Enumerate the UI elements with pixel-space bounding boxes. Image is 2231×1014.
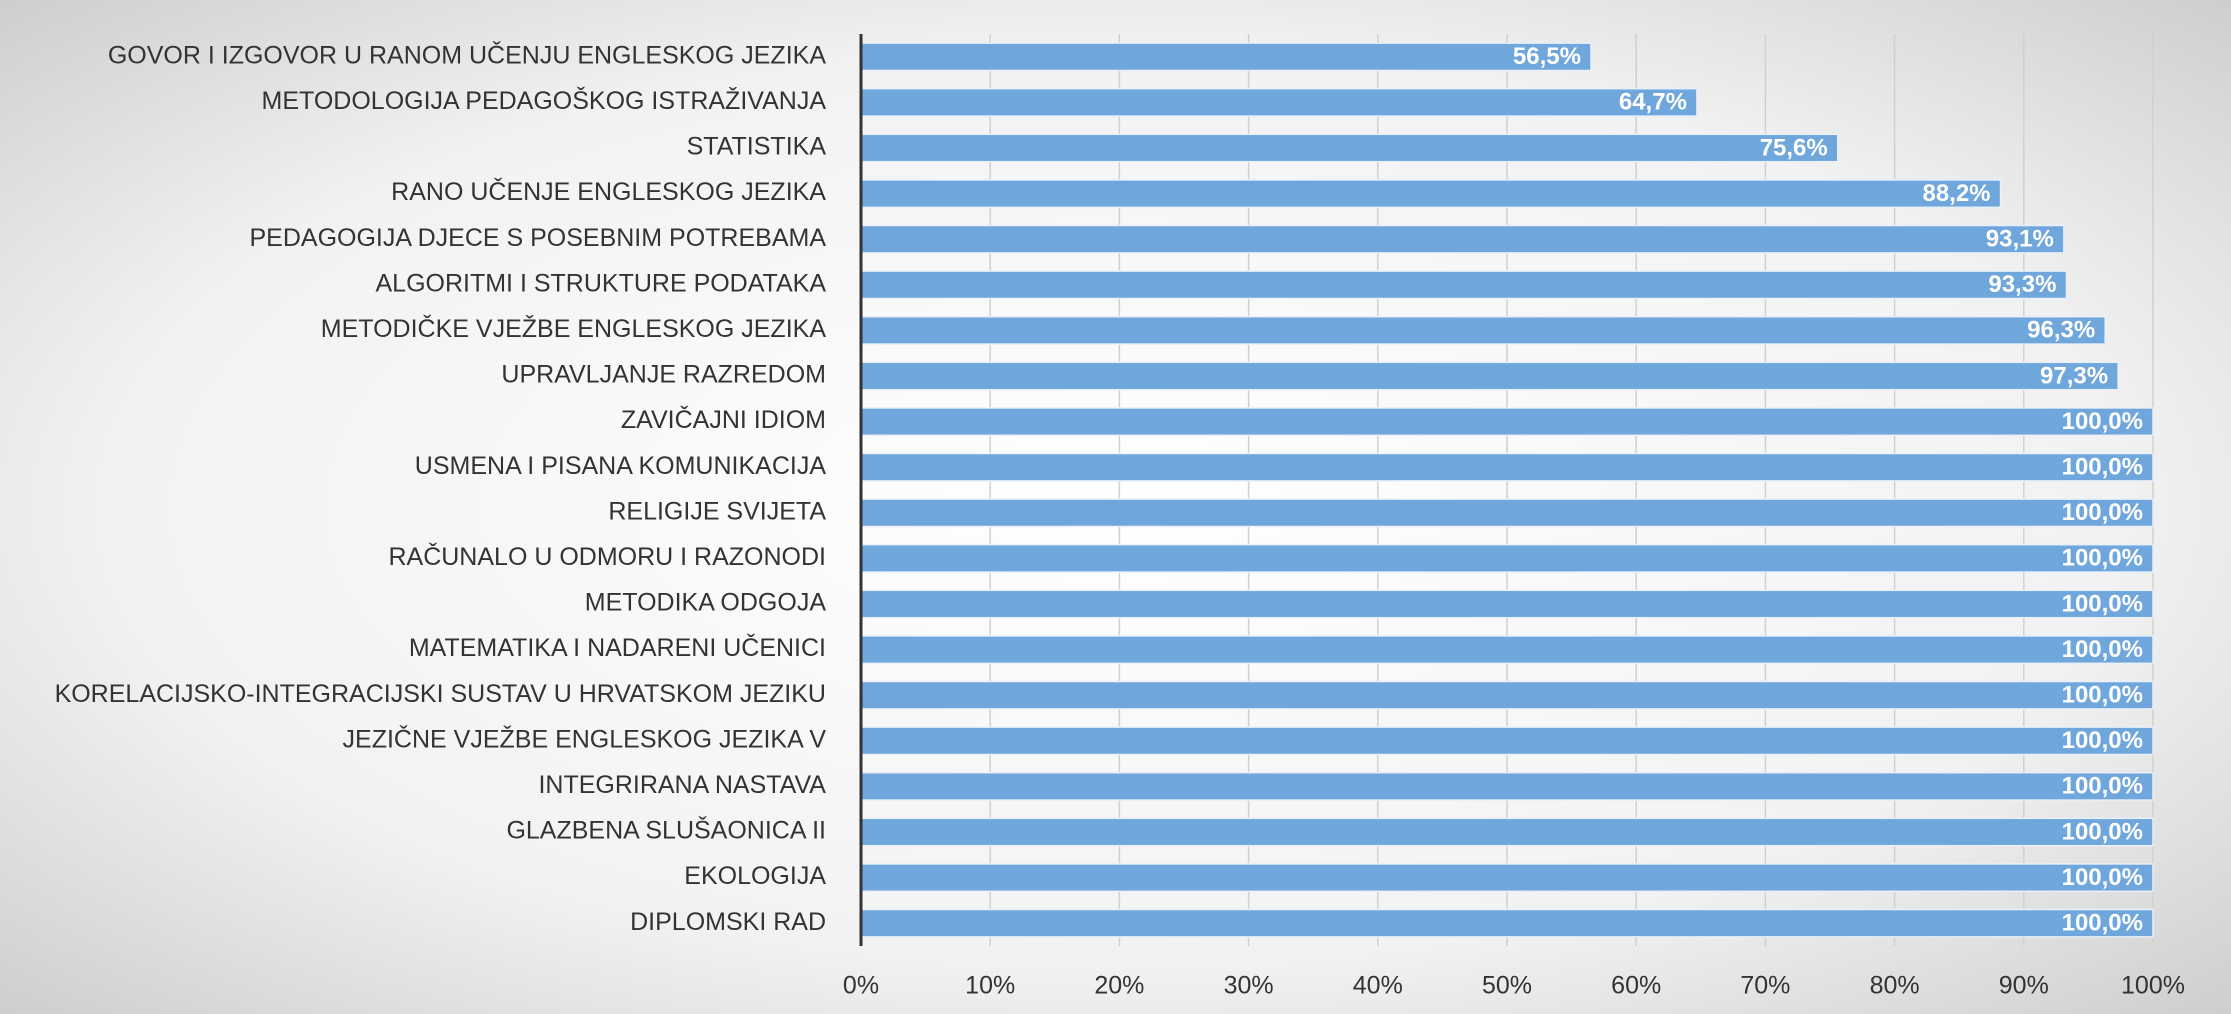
x-tick-label: 90% [1999, 972, 2049, 1000]
bar [860, 361, 2119, 391]
data-label: 100,0% [2062, 727, 2143, 754]
bar [860, 635, 2154, 665]
bar [860, 726, 2154, 756]
x-tick-label: 50% [1482, 972, 1532, 1000]
y-tick-label: DIPLOMSKI RAD [630, 908, 826, 936]
bar [860, 589, 2154, 619]
data-label: 97,3% [2040, 362, 2108, 389]
bar [860, 133, 1839, 163]
data-label: 100,0% [2062, 499, 2143, 526]
bar [860, 680, 2154, 710]
data-label: 100,0% [2062, 864, 2143, 891]
x-tick-label: 40% [1353, 972, 1403, 1000]
bar [860, 315, 2106, 345]
bar [860, 407, 2154, 437]
y-tick-label: STATISTIKA [687, 133, 827, 161]
data-label: 56,5% [1513, 43, 1581, 70]
bar [860, 863, 2154, 893]
data-label: 100,0% [2062, 682, 2143, 709]
data-label: 100,0% [2062, 773, 2143, 800]
y-tick-label: GOVOR I IZGOVOR U RANOM UČENJU ENGLESKOG… [108, 40, 826, 69]
data-label: 64,7% [1619, 89, 1687, 116]
bar [860, 42, 1592, 72]
x-tick-label: 30% [1224, 972, 1274, 1000]
y-tick-label: USMENA I PISANA KOMUNIKACIJA [415, 452, 827, 480]
x-tick-label: 80% [1870, 972, 1920, 1000]
x-tick-label: 60% [1611, 972, 1661, 1000]
y-tick-label: INTEGRIRANA NASTAVA [538, 771, 826, 799]
x-tick-label: 100% [2121, 972, 2185, 1000]
data-label: 100,0% [2062, 910, 2143, 937]
y-tick-label: MATEMATIKA I NADARENI UČENICI [409, 633, 826, 662]
y-tick-label: RAČUNALO U ODMORU I RAZONODI [388, 542, 826, 571]
y-tick-label: METODOLOGIJA PEDAGOŠKOG ISTRAŽIVANJA [262, 86, 827, 115]
data-label: 100,0% [2062, 545, 2143, 572]
bar [860, 179, 2002, 209]
data-label: 93,3% [1988, 271, 2056, 298]
y-tick-label: RANO UČENJE ENGLESKOG JEZIKA [391, 177, 826, 206]
data-label: 100,0% [2062, 818, 2143, 845]
bar [860, 224, 2065, 254]
data-label: 93,1% [1986, 226, 2054, 253]
bar [860, 87, 1698, 117]
data-label: 100,0% [2062, 636, 2143, 663]
bar [860, 498, 2154, 528]
bar [860, 452, 2154, 482]
data-label: 96,3% [2027, 317, 2095, 344]
y-tick-label: UPRAVLJANJE RAZREDOM [501, 361, 826, 389]
x-tick-label: 20% [1094, 972, 1144, 1000]
x-tick-label: 10% [965, 972, 1015, 1000]
bar [860, 817, 2154, 847]
data-label: 100,0% [2062, 590, 2143, 617]
bar [860, 270, 2068, 300]
bar [860, 908, 2154, 938]
y-tick-label: PEDAGOGIJA DJECE S POSEBNIM POTREBAMA [249, 224, 826, 252]
x-tick-label: 70% [1740, 972, 1790, 1000]
y-tick-label: METODIKA ODGOJA [585, 589, 827, 617]
data-label: 100,0% [2062, 454, 2143, 481]
data-label: 88,2% [1922, 180, 1990, 207]
y-tick-label: RELIGIJE SVIJETA [608, 497, 826, 525]
y-tick-label: JEZIČNE VJEŽBE ENGLESKOG JEZIKA V [343, 724, 827, 753]
x-tick-label: 0% [843, 972, 879, 1000]
bar [860, 543, 2154, 573]
bar [860, 771, 2154, 801]
y-tick-label: GLAZBENA SLUŠAONICA II [506, 816, 826, 845]
y-tick-label: ALGORITMI I STRUKTURE PODATAKA [375, 269, 826, 297]
y-tick-label: KORELACIJSKO-INTEGRACIJSKI SUSTAV U HRVA… [55, 680, 826, 708]
data-label: 75,6% [1760, 134, 1828, 161]
y-tick-label: METODIČKE VJEŽBE ENGLESKOG JEZIKA [321, 314, 827, 343]
y-tick-label: EKOLOGIJA [684, 862, 826, 890]
y-tick-label: ZAVIČAJNI IDIOM [621, 405, 826, 434]
data-label: 100,0% [2062, 408, 2143, 435]
